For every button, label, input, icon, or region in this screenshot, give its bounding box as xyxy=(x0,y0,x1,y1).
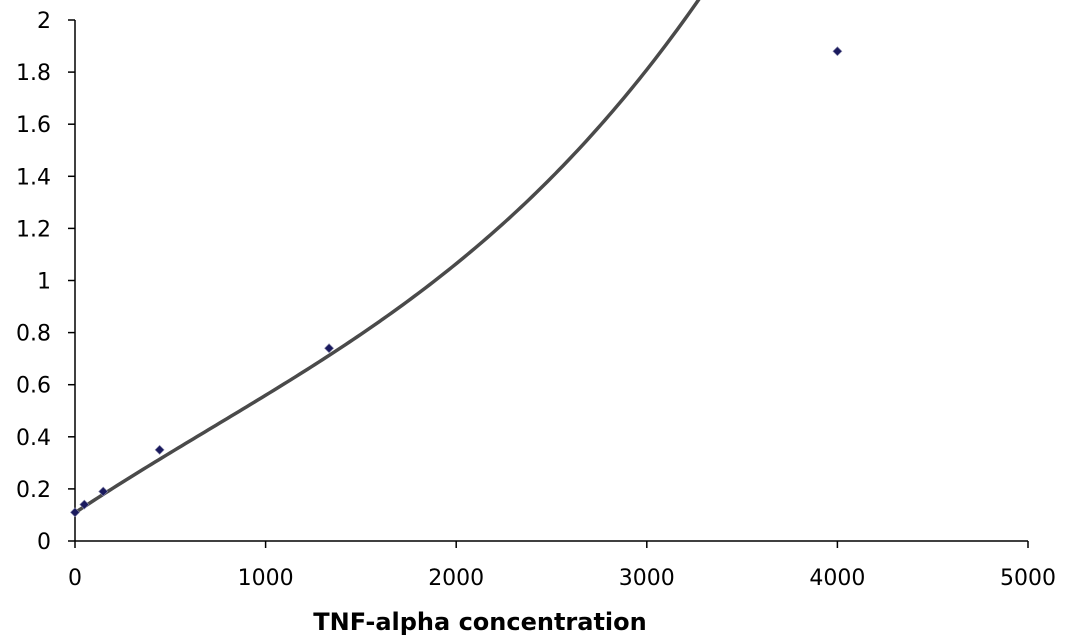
trendline-group xyxy=(73,0,701,515)
y-tick-label: 0.2 xyxy=(16,478,51,503)
x-tick-label: 3000 xyxy=(619,566,675,591)
y-tick-label: 1 xyxy=(37,270,51,295)
y-tick-label: 0 xyxy=(37,530,51,555)
x-tick-label: 4000 xyxy=(809,566,865,591)
y-tick-label: 1.2 xyxy=(16,217,51,242)
x-tick-label: 0 xyxy=(68,566,82,591)
x-tick-label: 5000 xyxy=(1000,566,1056,591)
x-axis-title: TNF-alpha concentration xyxy=(313,608,646,636)
data-points xyxy=(70,46,843,518)
axes xyxy=(74,20,1028,542)
y-axis-ticks: 0 0.2 0.4 0.6 0.8 1 1.2 1.4 1.6 1.8 2 xyxy=(16,9,75,555)
data-point xyxy=(98,486,109,497)
y-tick-label: 1.6 xyxy=(16,113,51,138)
data-point xyxy=(70,507,80,518)
y-tick-label: 1.8 xyxy=(16,61,51,86)
y-tick-label: 2 xyxy=(37,9,51,34)
data-point xyxy=(832,46,843,57)
x-axis-ticks: 0 1000 2000 3000 4000 5000 xyxy=(68,541,1056,591)
y-tick-label: 0.8 xyxy=(16,322,51,347)
x-tick-label: 2000 xyxy=(428,566,484,591)
y-tick-label: 0.6 xyxy=(16,374,51,399)
x-tick-label: 1000 xyxy=(238,566,294,591)
data-point xyxy=(154,444,165,455)
y-tick-label: 0.4 xyxy=(16,426,51,451)
data-point xyxy=(79,499,90,510)
trendline xyxy=(73,0,701,515)
y-tick-label: 1.4 xyxy=(16,165,51,190)
data-point xyxy=(324,343,334,354)
